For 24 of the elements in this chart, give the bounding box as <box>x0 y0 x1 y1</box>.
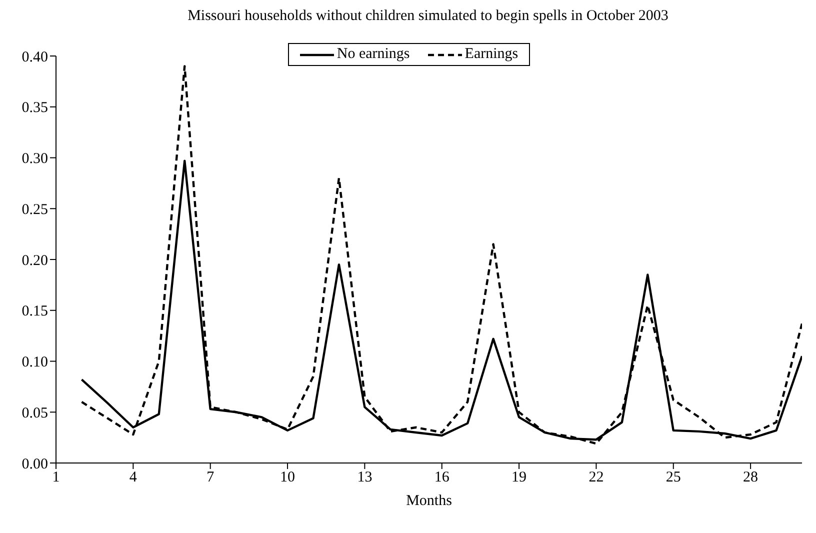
x-tick-label: 28 <box>743 470 758 486</box>
x-tick-label: 10 <box>280 470 296 486</box>
x-tick-label: 13 <box>357 470 372 486</box>
x-tick-label: 22 <box>588 470 604 486</box>
y-tick-label: 0.35 <box>22 100 48 116</box>
y-tick-label: 0.30 <box>22 151 48 168</box>
x-axis-title: Months <box>406 493 452 509</box>
x-tick-label: 25 <box>666 470 681 486</box>
legend-label: Earnings <box>464 46 518 63</box>
y-tick-label: 0.05 <box>22 405 48 422</box>
x-tick-label: 16 <box>434 470 450 486</box>
y-tick-label: 0.25 <box>22 202 48 218</box>
legend-label: No earnings <box>336 46 410 63</box>
x-tick-label: 4 <box>129 470 138 486</box>
y-tick-label: 0.15 <box>22 304 48 320</box>
y-tick-label: 0.40 <box>22 49 48 66</box>
line-series <box>80 65 802 445</box>
x-tick-label: 19 <box>512 470 527 486</box>
x-tick-label: 7 <box>206 470 215 486</box>
chart-title: Missouri households without children simulated to begin spells in October 2003 <box>186 8 670 25</box>
y-tick-label: 0.00 <box>22 456 48 472</box>
x-tick-label: 1 <box>52 470 60 486</box>
y-tick-label: 0.20 <box>22 252 48 269</box>
y-tick-label: 0.10 <box>22 354 48 371</box>
